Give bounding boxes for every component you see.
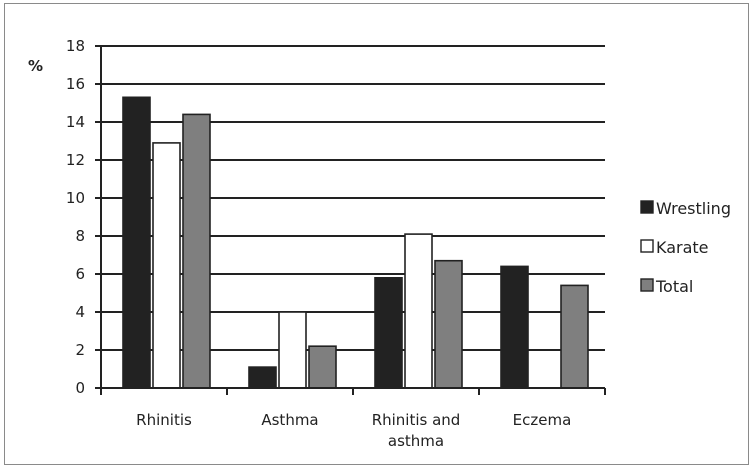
bar-total-rhinitis xyxy=(182,113,211,389)
legend-swatch-wrestling xyxy=(640,200,654,214)
legend-label-karate: Karate xyxy=(656,238,709,257)
legend-swatch-total xyxy=(640,278,654,292)
legend-swatch-karate xyxy=(640,239,654,253)
y-tick-label-18: 18 xyxy=(66,37,85,55)
y-tick-label-6: 6 xyxy=(75,265,85,283)
y-tick-label-12: 12 xyxy=(66,151,85,169)
x-category-label-0-line-0: Rhinitis xyxy=(136,411,192,429)
y-tick-label-10: 10 xyxy=(66,189,85,207)
y-axis-unit-label: % xyxy=(28,57,43,75)
bar-total-asthma xyxy=(308,345,337,389)
bars xyxy=(122,96,589,389)
y-tick-label-8: 8 xyxy=(75,227,85,245)
bar-wrestling-asthma xyxy=(248,366,277,389)
x-category-label-2-line-1: asthma xyxy=(388,432,444,450)
y-tick-labels: 0 2 4 6 8 10 12 14 16 18 xyxy=(66,37,85,397)
y-tick-label-0: 0 xyxy=(75,379,85,397)
y-tick-label-2: 2 xyxy=(75,341,85,359)
y-tick-label-4: 4 xyxy=(75,303,85,321)
bar-total-rhinitis-and-asthma xyxy=(434,259,463,389)
chart-frame: % 0 2 4 6 8 10 12 14 16 18 Rhinitis Asthma Rhinitis… xyxy=(4,3,749,465)
x-category-label-3-line-0: Eczema xyxy=(513,411,572,429)
x-category-label-2-line-0: Rhinitis and xyxy=(372,411,461,429)
bar-wrestling-rhinitis-and-asthma xyxy=(374,276,403,389)
legend: Wrestling Karate Total xyxy=(640,199,731,296)
bar-total-eczema xyxy=(560,284,589,389)
bar-wrestling-rhinitis xyxy=(122,96,151,389)
y-tick-label-14: 14 xyxy=(66,113,85,131)
bar-karate-asthma xyxy=(278,311,307,389)
bar-karate-rhinitis-and-asthma xyxy=(404,233,433,389)
x-category-labels: Rhinitis Asthma Rhinitis and asthma Eczema xyxy=(136,411,571,450)
axes xyxy=(95,45,606,395)
legend-label-total: Total xyxy=(655,277,693,296)
bar-karate-rhinitis xyxy=(152,142,181,389)
x-category-label-1-line-0: Asthma xyxy=(261,411,318,429)
bar-wrestling-eczema xyxy=(500,265,529,389)
legend-label-wrestling: Wrestling xyxy=(656,199,731,218)
y-tick-label-16: 16 xyxy=(66,75,85,93)
